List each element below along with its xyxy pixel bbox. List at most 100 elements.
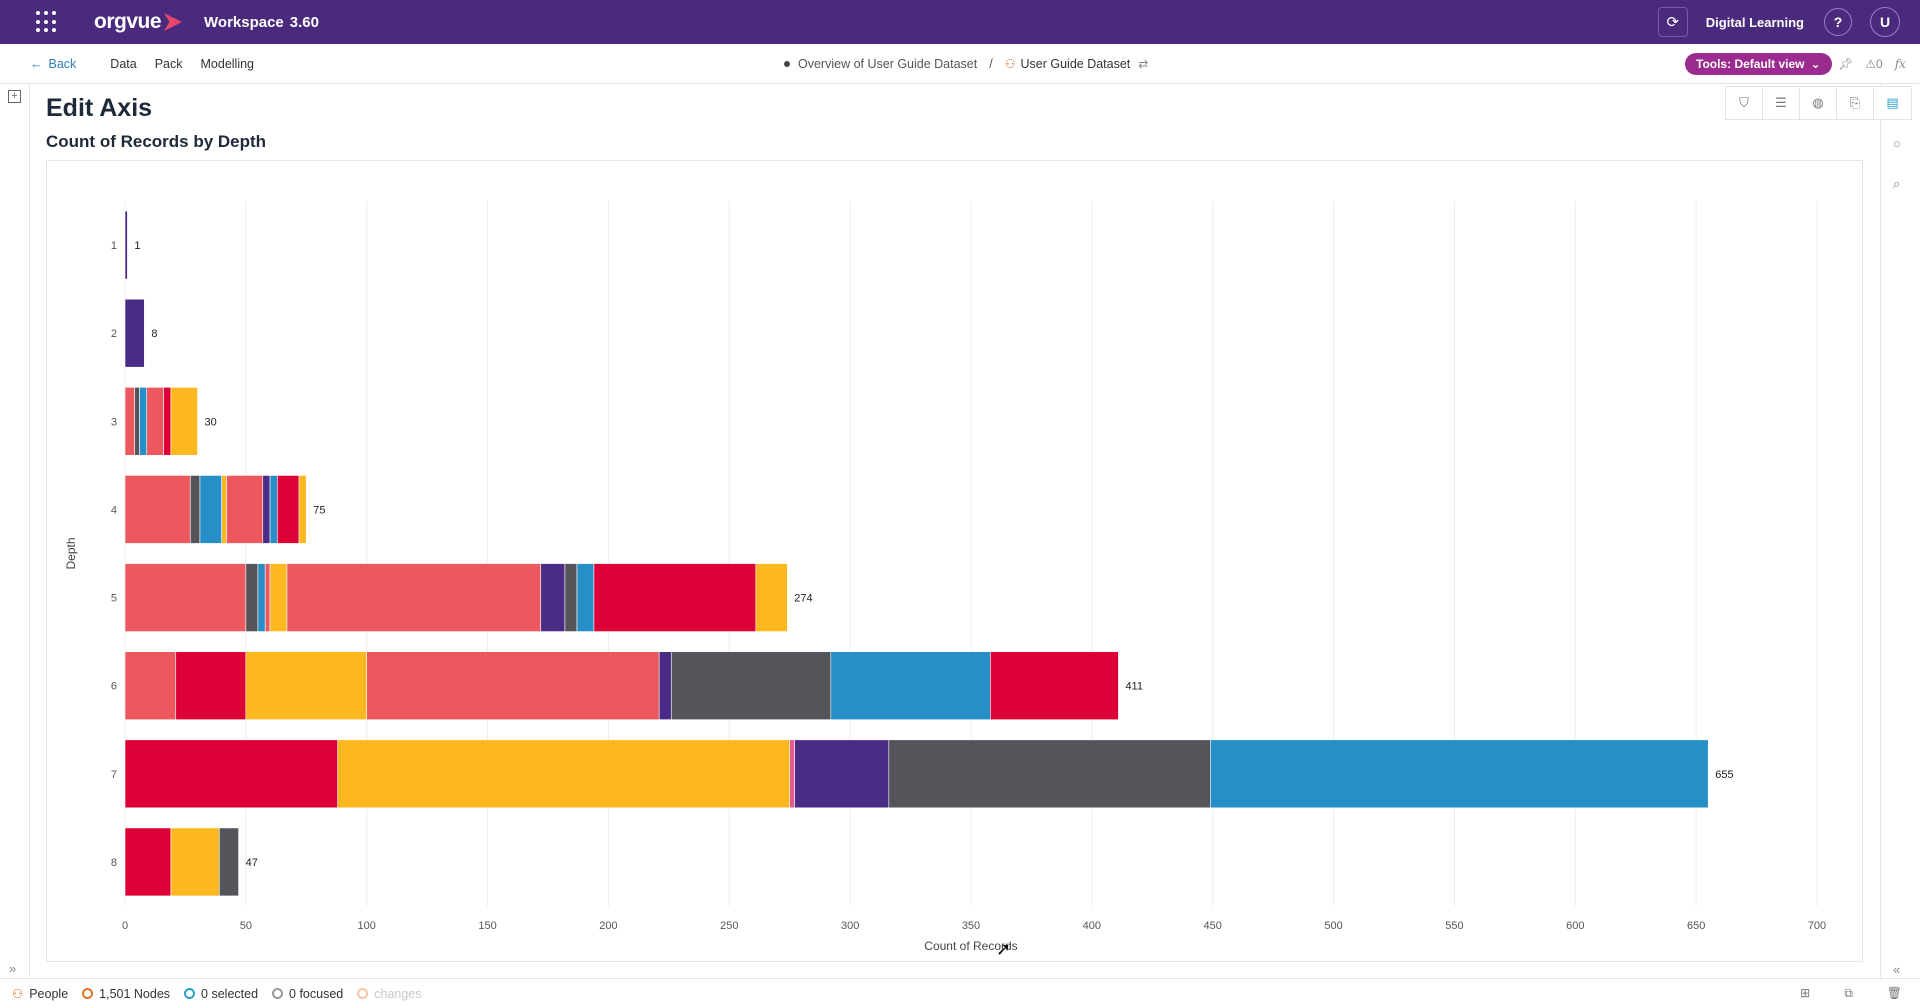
list-icon[interactable]: ☰ bbox=[1763, 86, 1800, 120]
bar-segment[interactable] bbox=[218, 827, 239, 897]
bar-segment[interactable] bbox=[124, 387, 135, 456]
user-avatar[interactable]: U bbox=[1870, 7, 1900, 37]
x-tick-label: 550 bbox=[1445, 920, 1463, 932]
bar-segment[interactable] bbox=[245, 563, 259, 632]
bar-segment[interactable] bbox=[658, 651, 672, 720]
export-icon[interactable]: ⎘ bbox=[1837, 86, 1874, 120]
refresh-button[interactable]: ⟳ bbox=[1657, 7, 1688, 37]
bar-segment[interactable] bbox=[124, 739, 339, 809]
left-rail: + » bbox=[0, 84, 30, 978]
bar-segment[interactable] bbox=[139, 387, 148, 456]
bar-segment[interactable] bbox=[262, 475, 271, 544]
bar-segment[interactable] bbox=[124, 210, 128, 280]
breadcrumb-parent[interactable]: Overview of User Guide Dataset bbox=[798, 57, 978, 71]
bar-segment[interactable] bbox=[593, 563, 757, 632]
bar-segment[interactable] bbox=[1209, 739, 1709, 809]
x-tick-label: 200 bbox=[599, 920, 617, 932]
bar-segment[interactable] bbox=[269, 563, 288, 632]
nav-pack[interactable]: Pack bbox=[154, 56, 183, 71]
circle-icon[interactable]: ○ bbox=[1893, 136, 1901, 151]
bar-segment[interactable] bbox=[221, 475, 227, 544]
bar-segment[interactable] bbox=[830, 651, 991, 720]
org-name[interactable]: Digital Learning bbox=[1705, 14, 1804, 30]
bar-segment[interactable] bbox=[124, 651, 177, 720]
bar-segment[interactable] bbox=[146, 387, 164, 456]
bar-chart[interactable]: 0 50 100 150 200 250 300 350 400 450 500 550 600 650 7… bbox=[47, 161, 1864, 963]
bar-segment[interactable] bbox=[990, 651, 1119, 720]
bar-segment[interactable] bbox=[576, 563, 595, 632]
bar-segment[interactable] bbox=[189, 475, 201, 544]
bar-segment[interactable] bbox=[269, 475, 278, 544]
bar-segment[interactable] bbox=[124, 827, 172, 897]
expand-panel-icon[interactable]: » bbox=[9, 961, 17, 976]
bar-segment[interactable] bbox=[794, 739, 890, 809]
bar-segment[interactable] bbox=[170, 387, 198, 456]
add-icon[interactable]: ⊞ bbox=[1800, 986, 1811, 1000]
back-link[interactable]: ← Back bbox=[30, 57, 76, 71]
breadcrumb-current[interactable]: User Guide Dataset bbox=[1020, 57, 1131, 71]
bar-segment[interactable] bbox=[670, 651, 832, 720]
x-tick-label: 600 bbox=[1566, 920, 1584, 932]
bar-segment[interactable] bbox=[564, 563, 578, 632]
bar-segment[interactable] bbox=[124, 298, 145, 368]
properties-icon[interactable]: ▤ bbox=[1886, 95, 1899, 110]
add-panel-icon[interactable]: + bbox=[8, 90, 21, 103]
bar-segment[interactable] bbox=[276, 475, 300, 544]
workspace-title: Workspace 3.60 bbox=[204, 14, 319, 31]
pin-icon[interactable]: 📌︎ bbox=[1838, 57, 1854, 71]
bar-segment[interactable] bbox=[124, 563, 247, 632]
collapse-panel-icon[interactable]: « bbox=[1893, 962, 1901, 977]
focused-icon bbox=[272, 988, 284, 999]
search-icon[interactable]: ⌕ bbox=[1893, 176, 1901, 191]
filter-icon[interactable]: ⛉ bbox=[1726, 86, 1763, 120]
bar-segment[interactable] bbox=[199, 475, 222, 544]
formula-icon[interactable]: fx bbox=[1894, 57, 1906, 71]
bar-segment[interactable] bbox=[888, 739, 1211, 809]
chevron-down-icon: ⌄ bbox=[1810, 57, 1821, 71]
bar-segment[interactable] bbox=[175, 651, 247, 720]
y-tick-label: 7 bbox=[111, 769, 117, 781]
bar-segment[interactable] bbox=[163, 387, 172, 456]
help-button[interactable]: ? bbox=[1824, 8, 1852, 36]
palette-icon[interactable]: ◍ bbox=[1800, 86, 1837, 120]
copy-icon[interactable]: ⧉ bbox=[1844, 986, 1853, 1000]
changes-indicator[interactable]: changes bbox=[357, 986, 422, 1001]
selected-indicator[interactable]: 0 selected bbox=[184, 987, 258, 1001]
bar-segment[interactable] bbox=[337, 739, 791, 809]
nav-data[interactable]: Data bbox=[110, 56, 137, 71]
bar-segment[interactable] bbox=[789, 739, 795, 809]
bar-segment[interactable] bbox=[264, 563, 271, 632]
bar-segment[interactable] bbox=[286, 563, 542, 632]
bar-segment[interactable] bbox=[755, 563, 788, 632]
app-launcher-icon[interactable] bbox=[36, 11, 58, 33]
bar-segment[interactable] bbox=[298, 475, 307, 544]
bar-segment[interactable] bbox=[170, 827, 220, 897]
bar-segment[interactable] bbox=[134, 387, 140, 456]
focused-indicator[interactable]: 0 focused bbox=[272, 987, 343, 1001]
bar-segment[interactable] bbox=[245, 651, 368, 720]
data-label: 274 bbox=[794, 593, 812, 605]
bar-segment[interactable] bbox=[257, 563, 266, 632]
trash-icon[interactable]: 🗑︎ bbox=[1886, 986, 1902, 1000]
tools-view-dropdown[interactable]: Tools: Default view ⌄ bbox=[1685, 53, 1832, 75]
data-label: 47 bbox=[246, 857, 258, 869]
nodes-indicator[interactable]: 1,501 Nodes bbox=[82, 987, 170, 1001]
bar-segment[interactable] bbox=[226, 475, 264, 544]
nav-modelling[interactable]: Modelling bbox=[200, 56, 255, 71]
x-tick-label: 150 bbox=[478, 920, 496, 932]
switch-dataset-icon[interactable]: ⇄ bbox=[1138, 57, 1149, 71]
alerts-indicator[interactable]: ⚠︎0 bbox=[1865, 57, 1882, 71]
y-tick-label: 2 bbox=[111, 328, 117, 340]
orgvue-logo[interactable]: orgvue bbox=[94, 10, 183, 34]
data-label: 655 bbox=[1715, 769, 1733, 781]
bar-segment[interactable] bbox=[366, 651, 660, 720]
bar-segment[interactable] bbox=[124, 475, 191, 544]
bar-segment[interactable] bbox=[540, 563, 566, 632]
changes-label: changes bbox=[374, 986, 422, 1001]
y-tick-label: 1 bbox=[111, 240, 117, 252]
x-tick-label: 350 bbox=[962, 920, 980, 932]
selected-icon bbox=[184, 988, 196, 999]
data-label: 75 bbox=[313, 504, 325, 516]
people-indicator[interactable]: ⚇ People bbox=[12, 986, 68, 1002]
nodes-label: 1,501 Nodes bbox=[99, 986, 171, 1001]
